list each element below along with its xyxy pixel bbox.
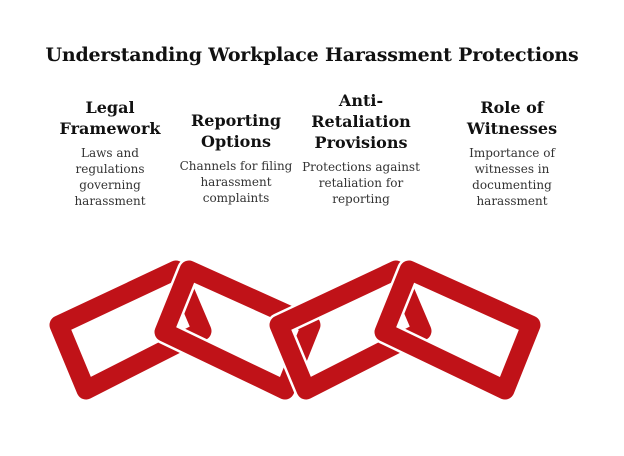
column-anti-retaliation: Anti- Retaliation Provisions Protections… <box>286 90 436 207</box>
column-heading: Anti- Retaliation Provisions <box>311 91 411 152</box>
column-heading: Legal Framework <box>59 98 161 138</box>
column-role-of-witnesses: Role of Witnesses Importance of witnesse… <box>437 97 587 209</box>
chain-link-2 <box>154 260 321 400</box>
column-description: Importance of witnesses in documenting h… <box>469 146 555 208</box>
column-heading: Role of Witnesses <box>466 98 558 138</box>
column-description: Laws and regulations governing harassmen… <box>74 146 146 208</box>
column-heading: Reporting Options <box>190 111 282 151</box>
column-legal-framework: Legal Framework Laws and regulations gov… <box>35 97 185 209</box>
chain-link-1 <box>49 260 212 400</box>
chain-link-4 <box>374 260 541 400</box>
column-description: Protections against retaliation for repo… <box>302 160 420 206</box>
page-title: Understanding Workplace Harassment Prote… <box>45 44 579 66</box>
column-description: Channels for filing harassment complaint… <box>179 159 293 205</box>
chain-link-3 <box>269 260 432 400</box>
column-reporting-options: Reporting Options Channels for filing ha… <box>161 110 311 206</box>
